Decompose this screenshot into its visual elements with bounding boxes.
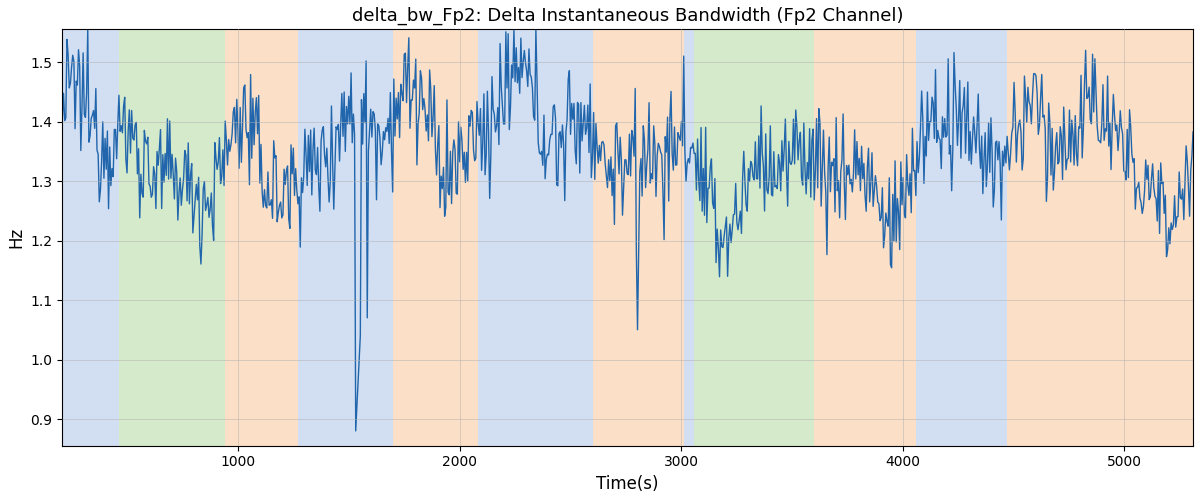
Bar <box>1072 30 1193 446</box>
Bar <box>684 30 694 446</box>
X-axis label: Time(s): Time(s) <box>596 475 659 493</box>
Bar <box>226 30 299 446</box>
Bar <box>394 30 478 446</box>
Bar <box>1007 30 1072 446</box>
Bar <box>583 30 593 446</box>
Bar <box>62 30 119 446</box>
Bar <box>593 30 684 446</box>
Bar <box>478 30 583 446</box>
Bar <box>815 30 841 446</box>
Bar <box>694 30 815 446</box>
Bar <box>299 30 394 446</box>
Bar <box>916 30 1007 446</box>
Y-axis label: Hz: Hz <box>7 227 25 248</box>
Bar <box>119 30 226 446</box>
Bar <box>841 30 916 446</box>
Title: delta_bw_Fp2: Delta Instantaneous Bandwidth (Fp2 Channel): delta_bw_Fp2: Delta Instantaneous Bandwi… <box>352 7 904 25</box>
